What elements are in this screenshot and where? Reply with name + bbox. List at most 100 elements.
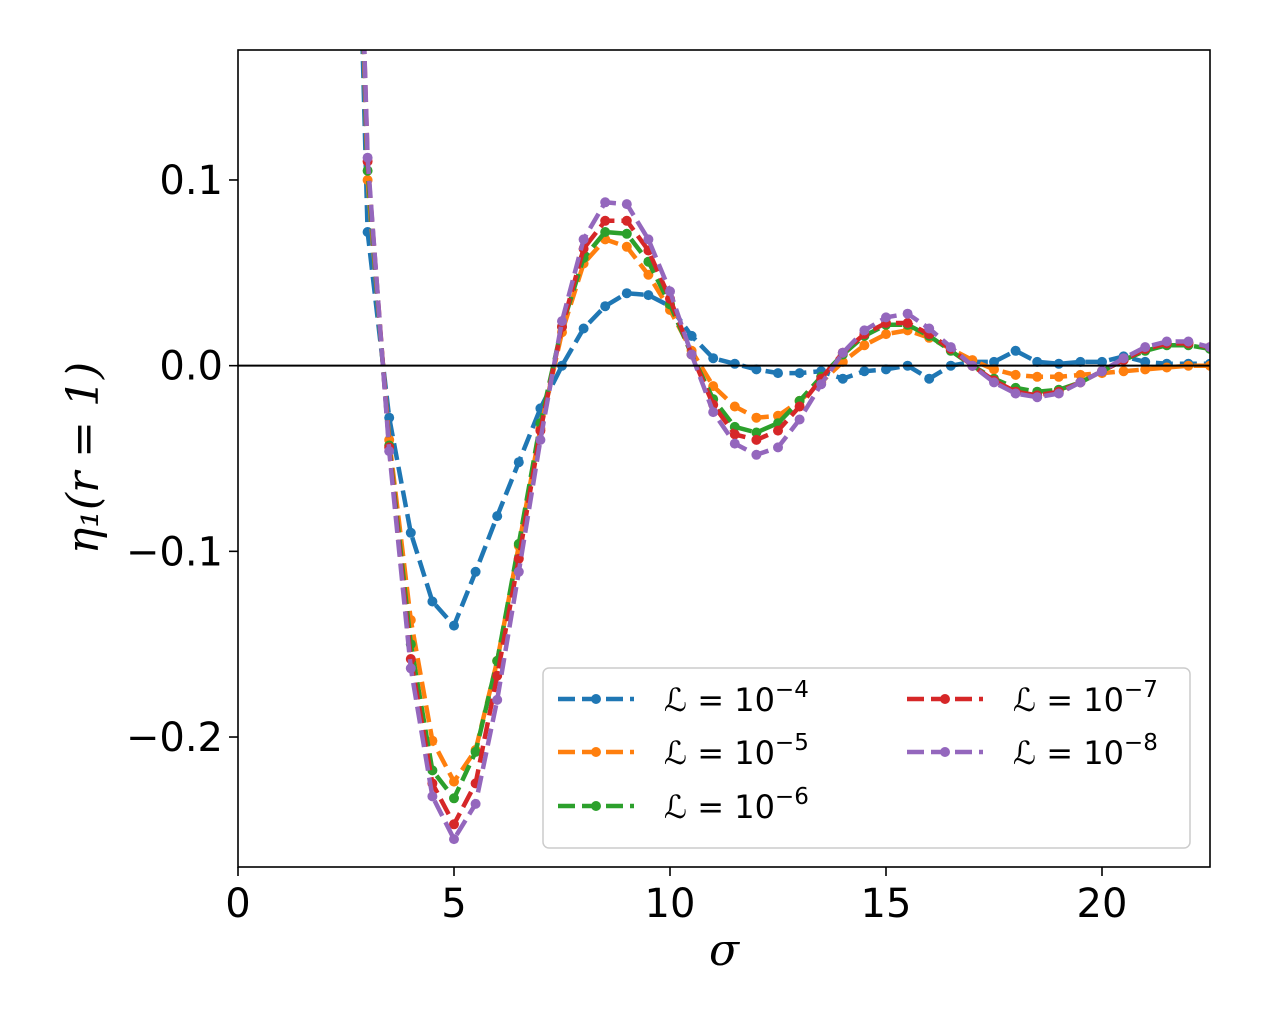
- legend-item: ℒ = 10−7: [907, 677, 1158, 719]
- series-1-point: [794, 368, 805, 379]
- series-1-point: [405, 527, 416, 538]
- series-5-point: [600, 197, 611, 208]
- series-5-point: [1010, 388, 1021, 399]
- series-5-point: [1183, 336, 1194, 347]
- series-5-point: [578, 234, 589, 245]
- series-2-point: [1075, 369, 1086, 380]
- series-5-point: [881, 312, 891, 323]
- series-5-point: [729, 438, 740, 449]
- series-2-point: [621, 241, 632, 252]
- series-5-point: [557, 316, 567, 327]
- series-5-point: [837, 347, 848, 358]
- series-1-point: [1053, 358, 1064, 369]
- series-5-point: [665, 286, 675, 297]
- series-5: [362, 50, 1210, 845]
- series-3-point: [449, 793, 459, 804]
- legend-swatch-marker: [940, 747, 950, 757]
- y-tick-label: 0.1: [159, 158, 223, 204]
- x-tick-label: 15: [861, 881, 912, 927]
- legend-swatch-marker: [940, 694, 950, 704]
- series-5-point: [1053, 388, 1064, 399]
- series-5-point: [945, 342, 956, 353]
- plot-frame: [237, 49, 1211, 868]
- series-4-point: [773, 425, 783, 436]
- series-5-point: [1161, 336, 1172, 347]
- series-1-point: [1032, 356, 1043, 367]
- series-2-point: [859, 340, 870, 351]
- series-5-point: [449, 834, 459, 845]
- series-1-point: [427, 596, 438, 607]
- series-5-point: [621, 199, 632, 210]
- y-axis: −0.2 −0.1 0.0 0.1: [126, 158, 238, 761]
- series-3-point: [600, 227, 611, 237]
- series-5-point: [902, 308, 913, 319]
- series-5-point: [362, 152, 373, 163]
- legend-item: ℒ = 10−6: [558, 784, 809, 826]
- legend: ℒ = 10−4 ℒ = 10−5 ℒ = 10−6 ℒ = 10−7 ℒ = 10−8: [542, 667, 1191, 849]
- series-1-point: [773, 368, 783, 379]
- series-5-point: [1075, 377, 1086, 388]
- series-5-point: [816, 379, 827, 390]
- series-1-point: [859, 366, 870, 377]
- series-5-point: [859, 325, 870, 336]
- series-1-point: [470, 566, 481, 577]
- x-tick-label: 0: [225, 881, 250, 927]
- series-5-point: [686, 349, 697, 360]
- series-1-point: [1140, 356, 1151, 367]
- series-5-point: [1205, 342, 1210, 353]
- series-2-point: [729, 401, 740, 412]
- series-2-point: [1140, 364, 1151, 375]
- series-5-point: [1118, 353, 1129, 364]
- series-1-point: [708, 353, 719, 364]
- x-tick-label: 20: [1077, 881, 1128, 927]
- series-1-point: [989, 356, 999, 367]
- series-2-point: [989, 364, 999, 375]
- series-2-point: [708, 381, 719, 392]
- y-tick-label: −0.1: [126, 529, 223, 575]
- series-5-point: [405, 663, 416, 674]
- series-4-point: [902, 318, 913, 328]
- legend-label: ℒ = 10−4: [664, 677, 809, 719]
- series-3-point: [470, 746, 481, 757]
- series-5-point: [989, 377, 999, 388]
- series-5-point: [427, 791, 438, 802]
- series-4-point: [729, 429, 740, 440]
- series-4-point: [794, 401, 805, 412]
- legend-item: ℒ = 10−4: [558, 677, 809, 719]
- series-1-point: [837, 373, 848, 384]
- series-5-point: [794, 414, 805, 425]
- series-5-point: [1097, 366, 1107, 377]
- series-1-point: [600, 301, 611, 312]
- series-2-point: [449, 776, 459, 787]
- series-5-point: [535, 434, 546, 445]
- series-1-point: [881, 364, 891, 375]
- series-1-point: [924, 373, 935, 384]
- y-tick-label: 0.0: [159, 344, 223, 390]
- x-tick-label: 5: [441, 881, 466, 927]
- series-1-point: [513, 457, 524, 468]
- series-3-point: [751, 427, 762, 438]
- series-3-point: [621, 228, 632, 239]
- legend-swatch-marker: [591, 747, 601, 757]
- series-1-point: [492, 511, 503, 522]
- series-5-point: [643, 234, 654, 245]
- series-1-point: [1097, 356, 1107, 367]
- series-1-point: [449, 620, 459, 631]
- series-1-point: [751, 364, 762, 375]
- series-1-point: [686, 330, 697, 341]
- series-1-point: [1010, 345, 1021, 356]
- series-2-point: [1010, 369, 1021, 380]
- series-2-point: [751, 412, 762, 423]
- series-5-point: [470, 798, 481, 809]
- series-1-point: [384, 412, 395, 423]
- legend-swatch-marker: [591, 801, 601, 811]
- series-1-point: [578, 323, 589, 334]
- series-2-point: [1053, 371, 1064, 382]
- legend-item: ℒ = 10−8: [907, 730, 1158, 772]
- legend-label: ℒ = 10−6: [664, 784, 809, 826]
- series-5-point: [773, 442, 783, 453]
- series-1-point: [729, 358, 740, 369]
- series-4-point: [600, 215, 611, 226]
- series-layer: [360, 50, 1210, 845]
- series-2-point: [1118, 366, 1129, 377]
